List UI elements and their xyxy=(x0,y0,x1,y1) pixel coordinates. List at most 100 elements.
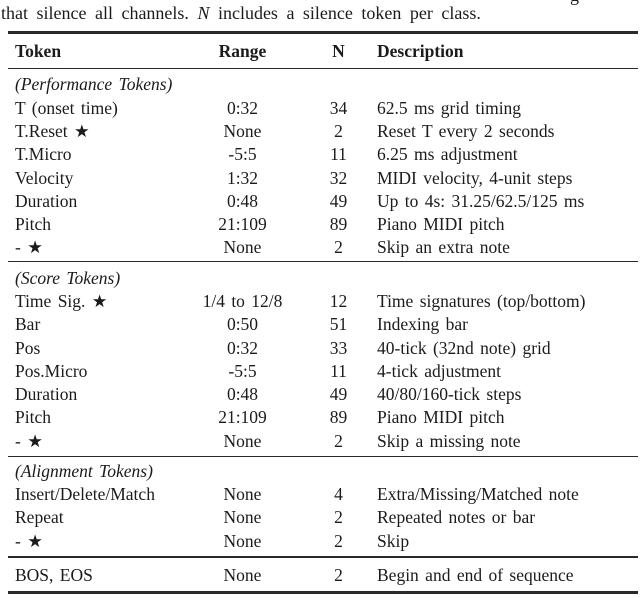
range-cell: 1/4 to 12/8 xyxy=(202,290,283,311)
top-rule xyxy=(8,31,638,34)
token-cell: T (onset time) xyxy=(15,97,118,118)
n-cell: 34 xyxy=(329,97,348,118)
table-row: - ★ None 2 Skip xyxy=(8,530,638,553)
n-cell: 11 xyxy=(330,144,347,165)
token-cell: Repeat xyxy=(15,507,64,528)
token-cell: Time Sig. ★ xyxy=(15,290,108,311)
table-row: Insert/Delete/Match None 4 Extra/Missing… xyxy=(8,483,638,506)
token-cell: Pos.Micro xyxy=(15,360,88,381)
range-cell: 0:32 xyxy=(226,97,259,118)
token-table: Token Range N Description (Performance T… xyxy=(8,31,638,594)
alignment-section-rule xyxy=(8,455,638,458)
section-row-score: (Score Tokens) xyxy=(8,267,638,290)
table-row-bos-eos: BOS, EOS None 2 Begin and end of sequenc… xyxy=(8,558,638,590)
previous-line-fragment: g xyxy=(570,0,596,5)
n-cell: 2 xyxy=(334,530,343,551)
range-cell: -5:5 xyxy=(228,360,257,381)
section-label: (Performance Tokens) xyxy=(15,74,173,95)
range-cell: None xyxy=(223,565,262,586)
table-row: - ★ None 2 Skip an extra note xyxy=(8,236,638,259)
caption-prefix: that silence all channels. xyxy=(1,3,189,23)
n-cell: 4 xyxy=(334,483,343,504)
description-cell: 6.25 ms adjustment xyxy=(377,144,518,165)
range-cell: 21:109 xyxy=(218,407,267,428)
range-cell: None xyxy=(223,530,262,551)
n-cell: 49 xyxy=(329,384,348,405)
table-row: Pos.Micro -5:5 11 4-tick adjustment xyxy=(8,360,638,383)
range-cell: None xyxy=(223,483,262,504)
bottom-rule xyxy=(8,591,638,594)
range-cell: 0:48 xyxy=(226,190,259,211)
description-cell: MIDI velocity, 4-unit steps xyxy=(377,167,573,188)
description-cell: Time signatures (top/bottom) xyxy=(377,290,586,311)
token-cell: Pos xyxy=(15,337,41,358)
token-cell: Insert/Delete/Match xyxy=(15,483,155,504)
table-row: Duration 0:48 49 40/80/160-tick steps xyxy=(8,383,638,406)
range-cell: 21:109 xyxy=(218,214,267,235)
token-cell: BOS, EOS xyxy=(15,565,93,586)
n-cell: 89 xyxy=(329,214,348,235)
footer-rule xyxy=(8,556,638,559)
range-cell: None xyxy=(223,120,262,141)
token-cell: - ★ xyxy=(15,430,43,451)
token-cell: Pitch xyxy=(15,214,51,235)
n-cell: 89 xyxy=(329,407,348,428)
header-rule xyxy=(8,67,638,70)
n-cell: 51 xyxy=(329,314,348,335)
range-cell: 0:48 xyxy=(226,384,259,405)
description-cell: Indexing bar xyxy=(377,314,468,335)
range-cell: -5:5 xyxy=(228,144,257,165)
token-cell: Duration xyxy=(15,190,78,211)
description-cell: Repeated notes or bar xyxy=(377,507,536,528)
header-token: Token xyxy=(15,40,62,61)
range-cell: None xyxy=(223,237,262,258)
token-cell: Bar xyxy=(15,314,41,335)
n-cell: 2 xyxy=(334,237,343,258)
range-cell: 0:32 xyxy=(226,337,259,358)
description-cell: Reset T every 2 seconds xyxy=(377,120,555,141)
caption-math-n: N xyxy=(197,3,210,23)
description-cell: Skip a missing note xyxy=(377,430,521,451)
description-cell: Skip an extra note xyxy=(377,237,510,258)
section-label: (Alignment Tokens) xyxy=(15,460,153,481)
token-cell: T.Reset ★ xyxy=(15,120,90,141)
description-cell: 62.5 ms grid timing xyxy=(377,97,522,118)
n-cell: 33 xyxy=(329,337,348,358)
description-cell: Extra/Missing/Matched note xyxy=(377,483,579,504)
table-row: T (onset time) 0:32 34 62.5 ms grid timi… xyxy=(8,97,638,120)
table-row: Time Sig. ★ 1/4 to 12/8 12 Time signatur… xyxy=(8,290,638,313)
n-cell: 2 xyxy=(334,507,343,528)
table-row: Bar 0:50 51 Indexing bar xyxy=(8,313,638,336)
table-row: Pitch 21:109 89 Piano MIDI pitch xyxy=(8,213,638,236)
table-body: (Performance Tokens) T (onset time) 0:32… xyxy=(8,69,638,594)
n-cell: 49 xyxy=(329,190,348,211)
table-row: Duration 0:48 49 Up to 4s: 31.25/62.5/12… xyxy=(8,190,638,213)
header-range: Range xyxy=(218,40,267,61)
range-cell: None xyxy=(223,430,262,451)
description-cell: Begin and end of sequence xyxy=(377,565,574,586)
token-cell: - ★ xyxy=(15,237,43,258)
table-caption: that silence all channels. N includes a … xyxy=(1,1,601,25)
table-row: Repeat None 2 Repeated notes or bar xyxy=(8,506,638,529)
header-description: Description xyxy=(377,40,464,61)
range-cell: 0:50 xyxy=(226,314,259,335)
column-header-row: Token Range N Description xyxy=(8,34,638,68)
n-cell: 11 xyxy=(330,360,347,381)
token-cell: Pitch xyxy=(15,407,51,428)
table-row: Pitch 21:109 89 Piano MIDI pitch xyxy=(8,406,638,429)
n-cell: 12 xyxy=(329,290,348,311)
description-cell: 4-tick adjustment xyxy=(377,360,501,381)
section-label: (Score Tokens) xyxy=(15,267,121,288)
description-cell: Up to 4s: 31.25/62.5/125 ms xyxy=(377,190,585,211)
token-cell: Velocity xyxy=(15,167,74,188)
description-cell: Skip xyxy=(377,530,410,551)
description-cell: 40-tick (32nd note) grid xyxy=(377,337,551,358)
table-row: T.Reset ★ None 2 Reset T every 2 seconds xyxy=(8,120,638,143)
token-cell: Duration xyxy=(15,384,78,405)
section-row-performance: (Performance Tokens) xyxy=(8,73,638,96)
token-cell: - ★ xyxy=(15,530,43,551)
n-cell: 2 xyxy=(334,120,343,141)
token-cell: T.Micro xyxy=(15,144,72,165)
description-cell: Piano MIDI pitch xyxy=(377,407,505,428)
range-cell: None xyxy=(223,507,262,528)
